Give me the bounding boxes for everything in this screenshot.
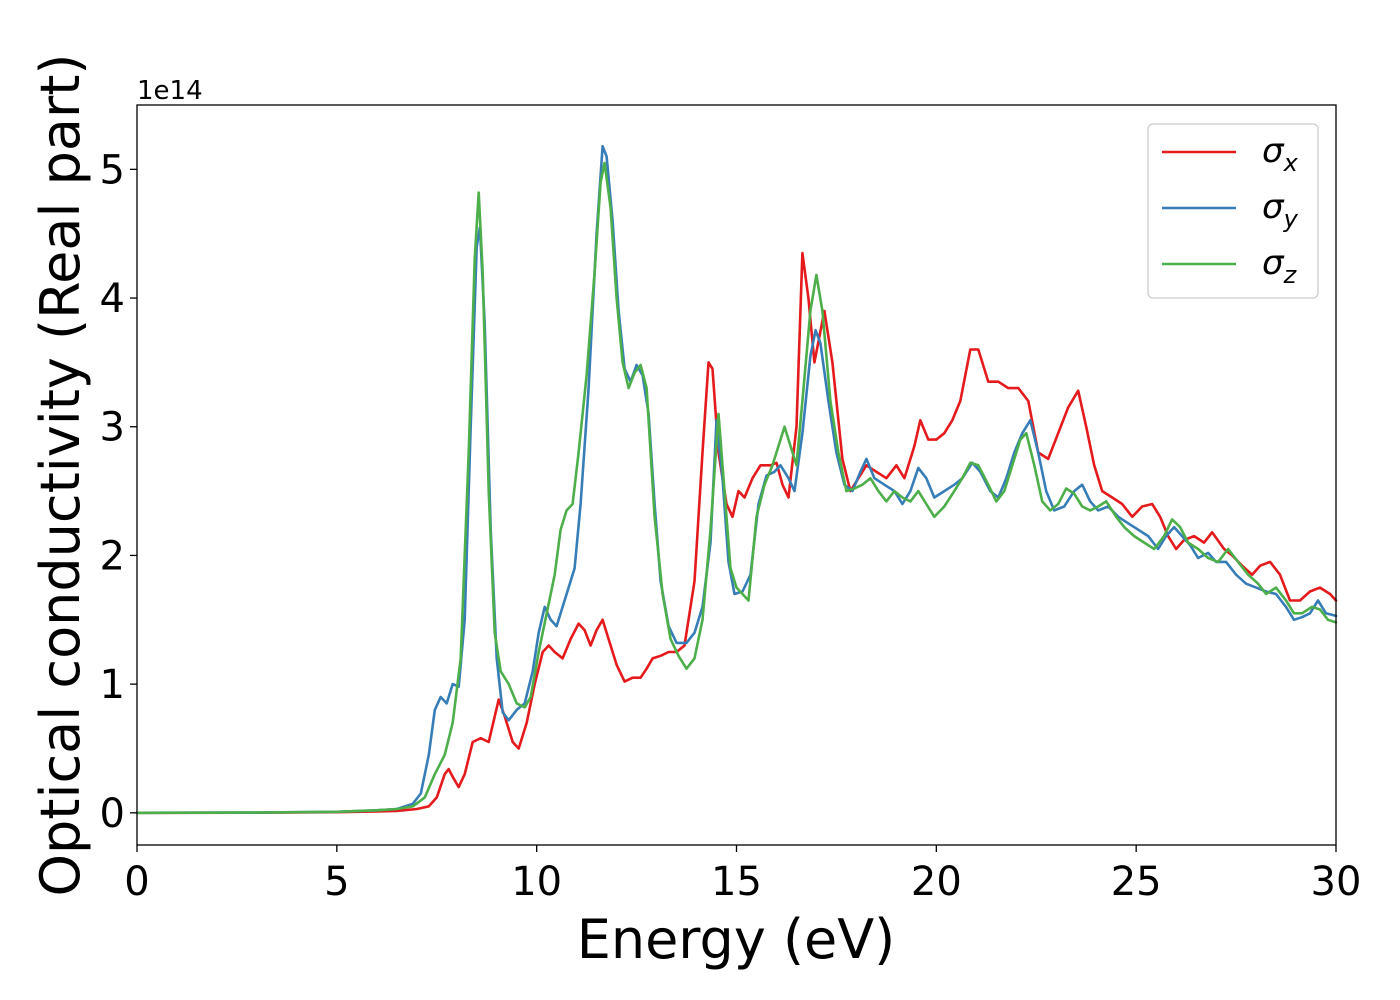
legend-box (1147, 123, 1319, 299)
y-tick-label-0: 0 (100, 791, 125, 837)
y-tick-label-5: 5 (100, 147, 125, 193)
x-tick-label-2: 10 (511, 859, 562, 905)
y-tick-label-2: 2 (100, 533, 125, 579)
y-tick-label-3: 3 (100, 405, 125, 451)
y-axis-ticks: 0 1 2 3 4 5 (100, 147, 137, 837)
legend-subscript-z: z (1283, 261, 1298, 289)
plot-background (137, 105, 1336, 845)
x-tick-label-6: 30 (1311, 859, 1362, 905)
series-line-z (135, 161, 1338, 815)
x-axis-title: Energy (eV) (577, 908, 896, 971)
y-tick-label-1: 1 (100, 662, 125, 708)
x-tick-label-5: 25 (1111, 859, 1162, 905)
x-tick-label-4: 20 (911, 859, 962, 905)
x-axis-ticks: 0 5 10 15 20 25 30 (124, 845, 1361, 905)
x-tick-label-1: 5 (324, 859, 349, 905)
y-offset-label: 1e14 (137, 76, 203, 106)
legend-subscript-y: y (1283, 205, 1299, 233)
x-tick-label-0: 0 (124, 859, 149, 905)
legend-subscript-x: x (1283, 149, 1299, 177)
x-tick-label-3: 15 (711, 859, 762, 905)
series-line-y (135, 144, 1338, 815)
y-tick-label-4: 4 (100, 276, 125, 322)
y-axis-title: Optical conductivity (Real part) (29, 54, 92, 897)
series-layer (135, 144, 1338, 815)
series-line-x (135, 251, 1338, 815)
